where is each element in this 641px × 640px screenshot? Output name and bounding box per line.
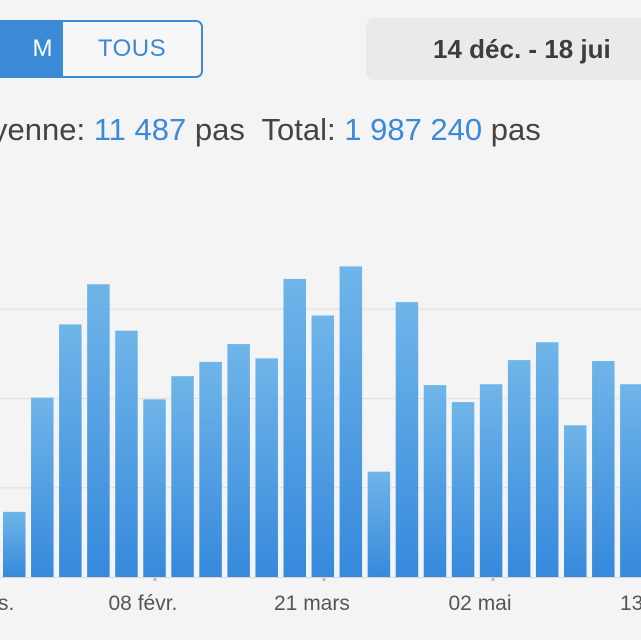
chart-bar[interactable] (283, 278, 307, 577)
chart-bar[interactable] (199, 361, 222, 577)
chart-bar[interactable] (592, 361, 615, 577)
chart-bar[interactable] (59, 324, 82, 577)
average-unit: pas (194, 112, 245, 147)
range-option-all[interactable]: TOUS (63, 22, 201, 76)
total-unit: pas (490, 112, 541, 147)
total-label: Total: (261, 112, 336, 147)
average-label: yenne: (0, 112, 86, 147)
chart-bar[interactable] (395, 302, 419, 577)
chart-bar[interactable] (367, 471, 391, 577)
chart-bars (3, 266, 641, 577)
steps-summary: yenne: 11 487 pas Total: 1 987 240 pas (0, 112, 541, 148)
chart-bar[interactable] (143, 399, 166, 577)
chart-bar[interactable] (3, 511, 26, 577)
chart-bar[interactable] (564, 425, 587, 577)
x-tick-label: 02 mai (448, 592, 512, 615)
date-range-label: 14 déc. - 18 jui (433, 33, 611, 64)
chart-bar[interactable] (451, 402, 475, 577)
chart-bar[interactable] (339, 266, 363, 577)
range-segmented-control: M TOUS (0, 20, 203, 78)
x-axis-tick (153, 578, 157, 581)
chart-x-axis (0, 577, 641, 581)
x-tick-label: 08 févr. (108, 592, 178, 615)
range-option-month[interactable]: M (0, 22, 63, 76)
x-tick-label: s. (0, 592, 15, 615)
total-value: 1 987 240 (344, 112, 483, 147)
chart-bar[interactable] (620, 384, 641, 577)
chart-bar[interactable] (311, 315, 335, 577)
chart-bar[interactable] (423, 385, 447, 577)
chart-bar[interactable] (87, 284, 110, 577)
chart-bar[interactable] (115, 330, 138, 577)
x-tick-label: 21 mars (274, 592, 350, 615)
date-range-selector[interactable]: 14 déc. - 18 jui (366, 18, 641, 80)
chart-bar[interactable] (535, 342, 559, 577)
chart-bar[interactable] (31, 397, 54, 577)
average-value: 11 487 (93, 112, 187, 147)
chart-bar[interactable] (479, 384, 503, 577)
x-axis-tick (322, 578, 326, 581)
chart-bar[interactable] (227, 344, 250, 577)
x-tick-label: 13 (620, 592, 641, 615)
chart-bar[interactable] (171, 376, 194, 577)
chart-bar[interactable] (255, 358, 278, 577)
x-axis-tick (491, 578, 495, 581)
chart-bar[interactable] (507, 360, 531, 577)
